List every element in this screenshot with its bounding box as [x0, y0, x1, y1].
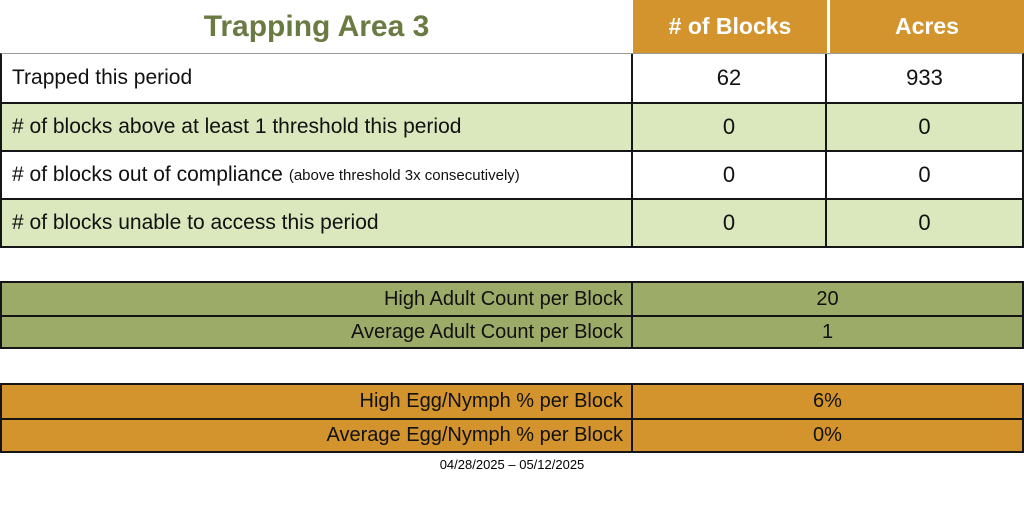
acres-value: 0	[825, 152, 1022, 198]
report-header: Trapping Area 3 # of Blocks Acres	[0, 0, 1024, 53]
row-label-cell: # of blocks unable to access this period	[2, 200, 631, 246]
table-row: # of blocks unable to access this period…	[2, 198, 1022, 246]
table-row: # of blocks above at least 1 threshold t…	[2, 102, 1022, 150]
column-header-blocks: # of Blocks	[633, 0, 827, 53]
row-label: # of blocks out of compliance	[12, 163, 283, 186]
page-title: Trapping Area 3	[203, 9, 430, 43]
row-label-note: (above threshold 3x consecutively)	[288, 166, 520, 184]
table-row: High Egg/Nymph % per Block 6%	[2, 385, 1022, 418]
summary-table: Trapped this period 62 933 # of blocks a…	[0, 53, 1024, 248]
blocks-value: 0	[631, 104, 825, 150]
row-label-cell: # of blocks out of compliance (above thr…	[2, 152, 631, 198]
table-row: Average Adult Count per Block 1	[2, 315, 1022, 347]
row-label: # of blocks unable to access this period	[12, 211, 379, 234]
acres-value: 933	[825, 54, 1022, 102]
row-label: Trapped this period	[12, 66, 193, 89]
table-row: Trapped this period 62 933	[2, 54, 1022, 102]
column-header-acres: Acres	[827, 0, 1024, 53]
row-label-cell: Trapped this period	[2, 54, 631, 102]
row-label: Average Adult Count per Block	[350, 320, 623, 343]
row-label-cell: # of blocks above at least 1 threshold t…	[2, 104, 631, 150]
blocks-value: 0	[631, 152, 825, 198]
row-label: High Egg/Nymph % per Block	[359, 390, 623, 412]
table-row: # of blocks out of compliance (above thr…	[2, 150, 1022, 198]
adult-count-table: High Adult Count per Block 20 Average Ad…	[0, 281, 1024, 349]
blocks-value: 62	[631, 54, 825, 102]
date-range: 04/28/2025 – 05/12/2025	[439, 457, 585, 472]
row-value: 0%	[631, 420, 1022, 451]
acres-value: 0	[825, 200, 1022, 246]
blocks-value: 0	[631, 200, 825, 246]
row-value: 6%	[631, 385, 1022, 418]
title-cell: Trapping Area 3	[0, 0, 633, 53]
acres-value: 0	[825, 104, 1022, 150]
row-value: 1	[631, 317, 1022, 347]
row-label: # of blocks above at least 1 threshold t…	[12, 115, 462, 138]
table-row: Average Egg/Nymph % per Block 0%	[2, 418, 1022, 451]
table-row: High Adult Count per Block 20	[2, 283, 1022, 315]
egg-nymph-table: High Egg/Nymph % per Block 6% Average Eg…	[0, 383, 1024, 453]
row-value: 20	[631, 283, 1022, 315]
row-label: High Adult Count per Block	[383, 287, 623, 310]
row-label: Average Egg/Nymph % per Block	[326, 424, 623, 446]
